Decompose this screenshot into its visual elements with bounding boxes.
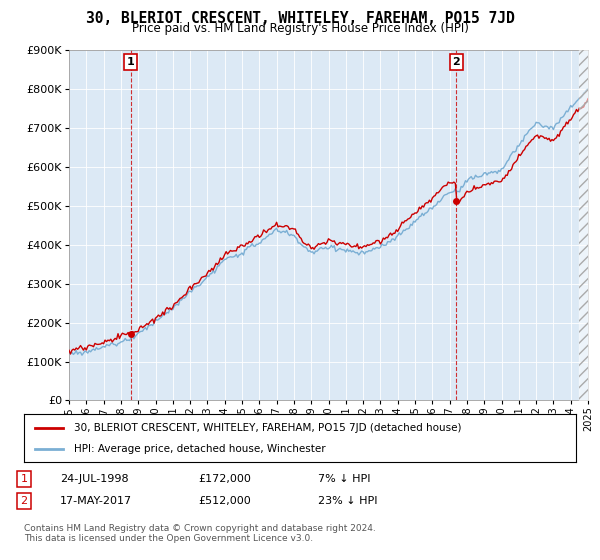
Text: 1: 1 bbox=[127, 57, 134, 67]
Text: 7% ↓ HPI: 7% ↓ HPI bbox=[318, 474, 371, 484]
Text: £512,000: £512,000 bbox=[198, 496, 251, 506]
Text: Contains HM Land Registry data © Crown copyright and database right 2024.
This d: Contains HM Land Registry data © Crown c… bbox=[24, 524, 376, 543]
Text: 24-JUL-1998: 24-JUL-1998 bbox=[60, 474, 128, 484]
Text: HPI: Average price, detached house, Winchester: HPI: Average price, detached house, Winc… bbox=[74, 444, 325, 454]
Text: 30, BLERIOT CRESCENT, WHITELEY, FAREHAM, PO15 7JD (detached house): 30, BLERIOT CRESCENT, WHITELEY, FAREHAM,… bbox=[74, 423, 461, 433]
Text: 30, BLERIOT CRESCENT, WHITELEY, FAREHAM, PO15 7JD: 30, BLERIOT CRESCENT, WHITELEY, FAREHAM,… bbox=[86, 11, 514, 26]
Text: £172,000: £172,000 bbox=[198, 474, 251, 484]
Text: Price paid vs. HM Land Registry's House Price Index (HPI): Price paid vs. HM Land Registry's House … bbox=[131, 22, 469, 35]
Text: 2: 2 bbox=[20, 496, 28, 506]
Text: 23% ↓ HPI: 23% ↓ HPI bbox=[318, 496, 377, 506]
Text: 1: 1 bbox=[20, 474, 28, 484]
Text: 2: 2 bbox=[452, 57, 460, 67]
Bar bbox=[580, 50, 588, 400]
Text: 17-MAY-2017: 17-MAY-2017 bbox=[60, 496, 132, 506]
